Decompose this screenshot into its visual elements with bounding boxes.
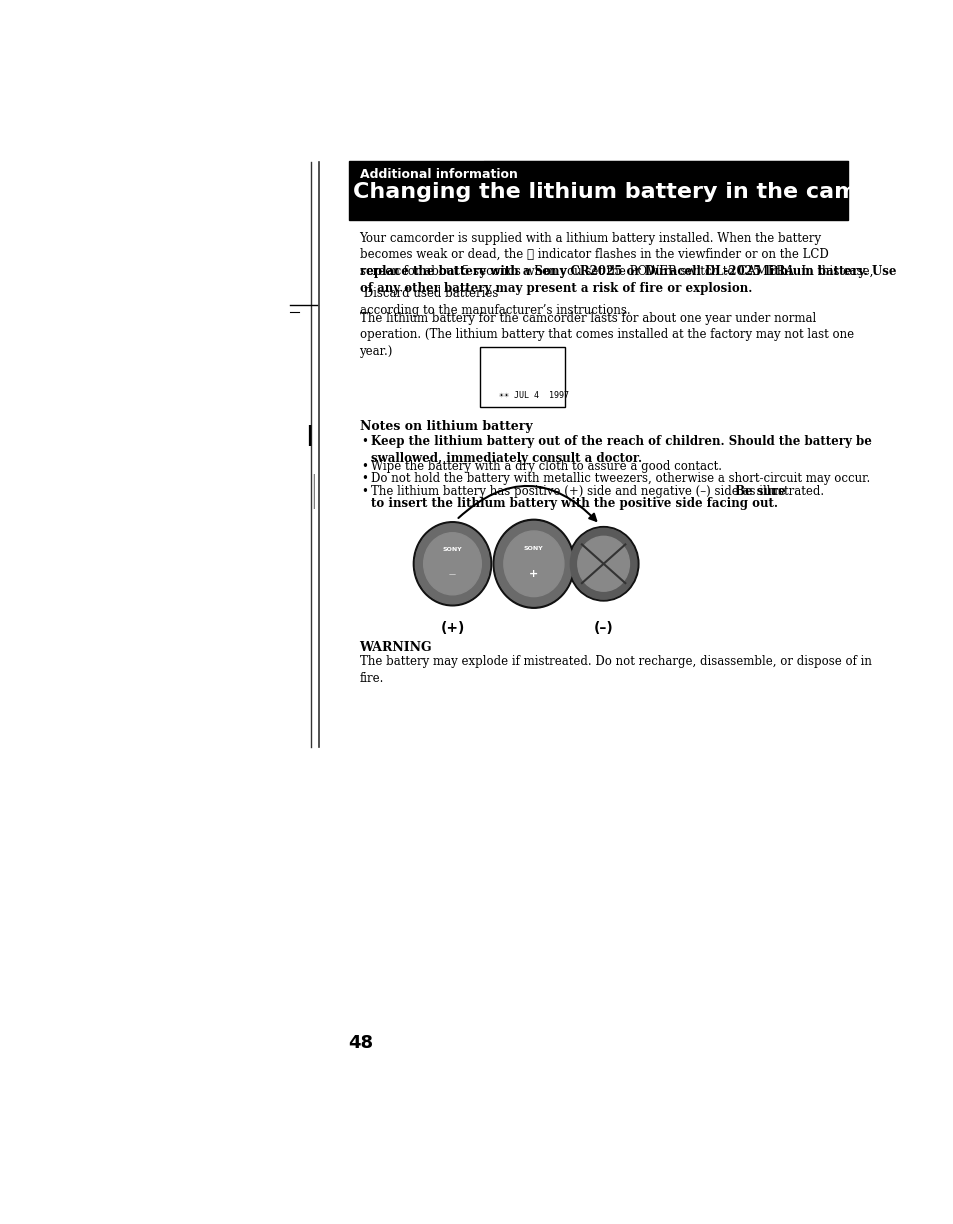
Text: (+): (+) <box>440 621 464 635</box>
Text: Notes on lithium battery: Notes on lithium battery <box>359 421 532 433</box>
Ellipse shape <box>570 529 637 600</box>
Ellipse shape <box>423 532 481 595</box>
Text: |: | <box>313 502 314 509</box>
Text: Wipe the battery with a dry cloth to assure a good contact.: Wipe the battery with a dry cloth to ass… <box>371 459 721 472</box>
Text: Changing the lithium battery in the camcorder: Changing the lithium battery in the camc… <box>353 182 939 202</box>
Text: SONY: SONY <box>442 547 462 552</box>
Text: The lithium battery has positive (+) side and negative (–) side as illustrated.: The lithium battery has positive (+) sid… <box>371 485 823 498</box>
Text: •: • <box>360 435 368 448</box>
Ellipse shape <box>578 536 629 591</box>
Ellipse shape <box>493 519 574 608</box>
Text: +: + <box>529 569 537 579</box>
Text: |: | <box>305 425 313 446</box>
Ellipse shape <box>415 524 489 603</box>
Text: WARNING: WARNING <box>359 641 432 654</box>
Text: The battery may explode if mistreated. Do not recharge, disassemble, or dispose : The battery may explode if mistreated. D… <box>359 655 870 684</box>
Ellipse shape <box>495 521 572 606</box>
Text: SONY: SONY <box>523 546 543 552</box>
Text: Be sure: Be sure <box>730 485 784 498</box>
Text: |: | <box>313 475 314 481</box>
Ellipse shape <box>413 521 491 606</box>
Text: |: | <box>313 496 314 502</box>
FancyArrowPatch shape <box>458 486 596 521</box>
Ellipse shape <box>503 531 563 596</box>
Text: |: | <box>313 488 314 496</box>
Ellipse shape <box>568 526 639 601</box>
Text: •: • <box>360 472 368 486</box>
Text: Your camcorder is supplied with a lithium battery installed. When the battery
be: Your camcorder is supplied with a lithiu… <box>359 231 872 278</box>
Text: —: — <box>449 570 456 577</box>
Text: •: • <box>360 459 368 472</box>
Text: Do not hold the battery with metallic tweezers, otherwise a short-circuit may oc: Do not hold the battery with metallic tw… <box>371 472 869 486</box>
Bar <box>348 160 847 220</box>
Text: to insert the lithium battery with the positive side facing out.: to insert the lithium battery with the p… <box>371 497 778 510</box>
Text: replace the battery with a Sony CR2025 or Duracell DL-2025 lithium battery. Use
: replace the battery with a Sony CR2025 o… <box>359 266 895 295</box>
Text: •: • <box>360 485 368 498</box>
Bar <box>479 346 564 406</box>
Text: Keep the lithium battery out of the reach of children. Should the battery be
swa: Keep the lithium battery out of the reac… <box>371 435 871 465</box>
Text: The lithium battery for the camcorder lasts for about one year under normal
oper: The lithium battery for the camcorder la… <box>359 312 853 357</box>
Text: ☀☀ JUL 4  1997: ☀☀ JUL 4 1997 <box>498 392 568 400</box>
Text: 48: 48 <box>348 1033 374 1051</box>
Text: |: | <box>313 481 314 488</box>
Text: (–): (–) <box>593 621 613 635</box>
Text: Discard used batteries
according to the manufacturer’s instructions.: Discard used batteries according to the … <box>359 288 630 317</box>
Text: Additional information: Additional information <box>359 169 517 181</box>
